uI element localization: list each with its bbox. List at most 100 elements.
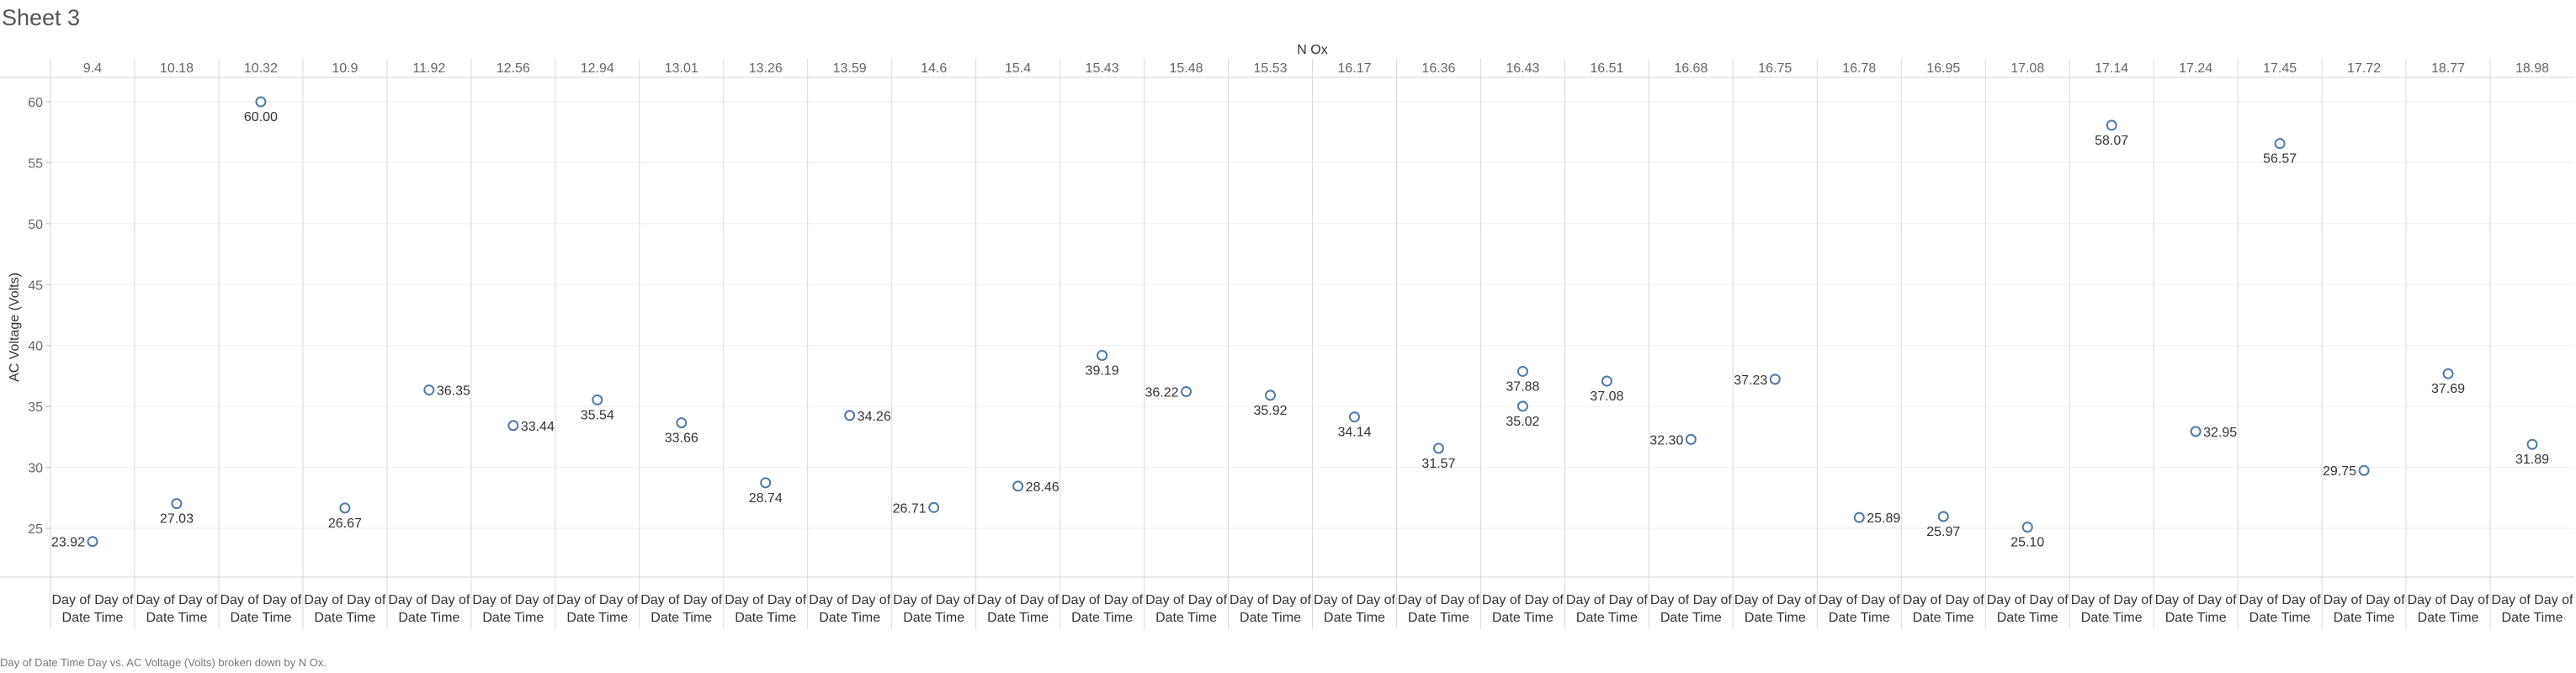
x-category-label-line1: Day of Day of <box>725 593 806 607</box>
data-point <box>1516 400 1528 412</box>
x-category-label-line1: Day of Day of <box>893 593 975 607</box>
x-category-label-line2: Date Time <box>398 611 459 625</box>
x-category-label-line2: Date Time <box>1408 611 1469 625</box>
x-category-label-line1: Day of Day of <box>472 593 554 607</box>
x-category-label-line1: Day of Day of <box>52 593 134 607</box>
data-point <box>2190 426 2202 437</box>
x-category-label-line2: Date Time <box>2418 611 2479 625</box>
panel-header-label: 14.6 <box>921 61 947 76</box>
x-category-label-line2: Date Time <box>1913 611 1974 625</box>
panel-header-label: 17.45 <box>2263 61 2297 76</box>
panel-header-label: 18.98 <box>2515 61 2549 76</box>
data-point <box>592 394 603 405</box>
data-point <box>1937 511 1949 522</box>
x-category-label-line2: Date Time <box>819 611 880 625</box>
panel-header-label: 16.95 <box>1926 61 1960 76</box>
data-point <box>2358 464 2370 476</box>
data-label: 23.92 <box>51 536 85 550</box>
data-point <box>1685 433 1697 445</box>
data-point <box>507 420 519 432</box>
y-tick-label: 35 <box>28 400 43 415</box>
x-category-label-line1: Day of Day of <box>1819 593 1900 607</box>
x-category-label-line1: Day of Day of <box>1903 593 1984 607</box>
panel-header-label: 12.94 <box>581 61 614 76</box>
x-category-label-line1: Day of Day of <box>2408 593 2489 607</box>
x-category-label-line2: Date Time <box>2165 611 2227 625</box>
data-label: 60.00 <box>244 110 278 125</box>
x-category-label-line2: Date Time <box>2081 611 2143 625</box>
data-point <box>1432 442 1444 454</box>
data-label: 29.75 <box>2323 464 2356 479</box>
y-tick-label: 60 <box>28 96 43 110</box>
x-category-label-line1: Day of Day of <box>135 593 217 607</box>
x-category-label-line2: Date Time <box>987 611 1049 625</box>
data-label: 35.02 <box>1506 415 1539 429</box>
panel-header-label: 12.56 <box>497 61 530 76</box>
data-point <box>928 501 940 513</box>
panel-header-label: 15.48 <box>1170 61 1203 76</box>
data-point <box>844 410 856 421</box>
data-label: 31.57 <box>1421 457 1455 471</box>
panel-header-label: 13.01 <box>665 61 698 76</box>
panel-header-label: 15.53 <box>1253 61 1287 76</box>
x-category-label-line1: Day of Day of <box>2155 593 2237 607</box>
x-category-label-line1: Day of Day of <box>1314 593 1395 607</box>
data-label: 31.89 <box>2515 453 2549 467</box>
x-category-label-line1: Day of Day of <box>1230 593 1311 607</box>
panel-header-label: 9.4 <box>83 61 102 76</box>
data-label: 25.97 <box>1926 525 1960 539</box>
data-point <box>2526 438 2538 450</box>
data-point <box>1769 374 1781 385</box>
data-point <box>2274 138 2286 150</box>
x-category-label-line2: Date Time <box>651 611 712 625</box>
panel-header-label: 13.59 <box>833 61 867 76</box>
y-tick-label: 25 <box>28 522 43 537</box>
data-point <box>1516 365 1528 377</box>
x-category-label-line1: Day of Day of <box>1650 593 1732 607</box>
y-tick-label: 45 <box>28 278 43 293</box>
x-category-label-line1: Day of Day of <box>1482 593 1564 607</box>
x-category-label-line2: Date Time <box>314 611 375 625</box>
x-category-label-line1: Day of Day of <box>2492 593 2573 607</box>
data-label: 34.26 <box>858 410 891 424</box>
x-category-label-line2: Date Time <box>1071 611 1133 625</box>
panel-header-label: 16.51 <box>1590 61 1623 76</box>
panel-header-label: 10.32 <box>244 61 278 76</box>
x-category-label-line2: Date Time <box>903 611 964 625</box>
x-category-label-line2: Date Time <box>1240 611 1301 625</box>
y-tick-label: 40 <box>28 340 43 354</box>
x-category-label-line1: Day of Day of <box>977 593 1059 607</box>
column-dimension-title: N Ox <box>1297 43 1327 57</box>
panel-header-label: 17.08 <box>2010 61 2044 76</box>
y-tick-label: 30 <box>28 462 43 476</box>
panel-header-label: 16.36 <box>1421 61 1455 76</box>
x-category-label-line1: Day of Day of <box>1734 593 1816 607</box>
data-point <box>676 417 688 429</box>
data-label: 36.35 <box>437 384 470 399</box>
x-category-label-line1: Day of Day of <box>220 593 301 607</box>
x-category-label-line2: Date Time <box>2249 611 2311 625</box>
data-point <box>2442 368 2454 379</box>
x-category-label-line1: Day of Day of <box>388 593 470 607</box>
panel-header-label: 10.18 <box>160 61 194 76</box>
data-label: 33.66 <box>665 432 698 446</box>
x-category-label-line2: Date Time <box>146 611 207 625</box>
x-category-label-line1: Day of Day of <box>809 593 890 607</box>
data-point <box>1012 480 1024 492</box>
data-label: 35.54 <box>581 408 614 422</box>
data-point <box>760 477 772 489</box>
data-label: 26.71 <box>893 501 927 516</box>
data-label: 28.74 <box>749 491 783 506</box>
data-point <box>255 96 267 108</box>
data-point <box>423 384 435 396</box>
x-category-label-line2: Date Time <box>1492 611 1554 625</box>
data-label: 33.44 <box>521 420 555 434</box>
panel-header-label: 11.92 <box>412 61 445 76</box>
x-category-label-line2: Date Time <box>1745 611 1806 625</box>
data-label: 39.19 <box>1086 363 1119 378</box>
panel-header-label: 13.26 <box>749 61 783 76</box>
panel-header-label: 10.9 <box>332 61 358 76</box>
data-label: 58.07 <box>2095 134 2128 148</box>
scatter-chart: N Ox 25 30 35 40 45 50 55 60 AC Voltage (Volts) 9.… <box>0 43 2574 629</box>
data-label: 32.95 <box>2203 426 2237 440</box>
